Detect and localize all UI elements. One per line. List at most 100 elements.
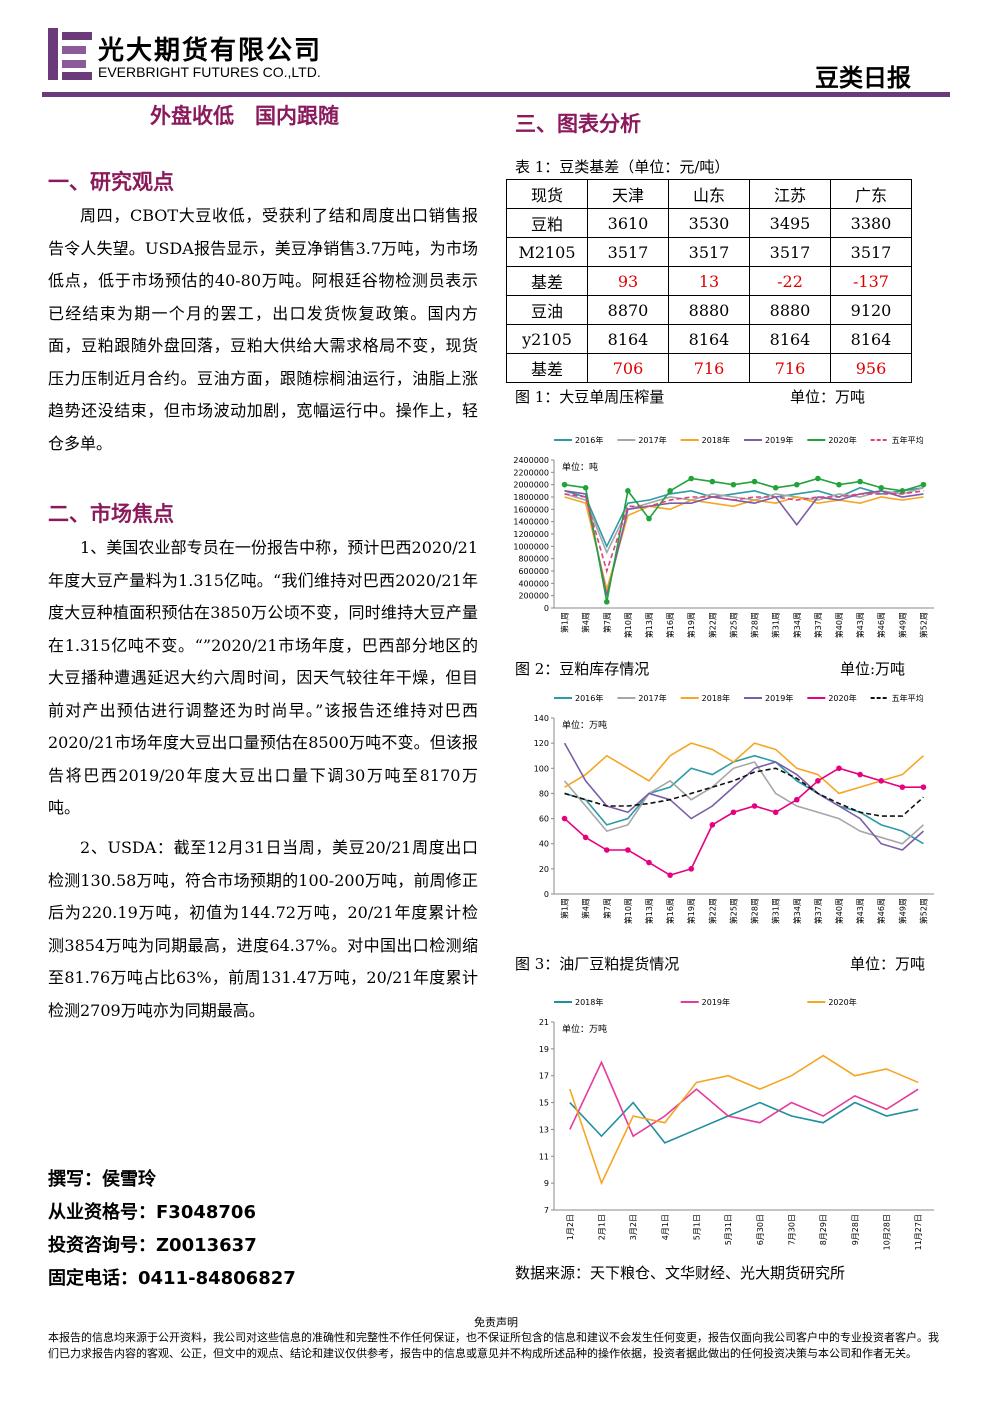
point: [878, 778, 885, 784]
series-line: [564, 496, 924, 593]
point: [878, 484, 885, 491]
company-en: EVERBRIGHT FUTURES CO.,LTD.: [98, 64, 321, 80]
point: [730, 481, 737, 488]
unit-label: 单位：万吨: [562, 719, 607, 731]
table-row: 基差 706 716 716 956: [506, 353, 912, 383]
x-tick-label: 8月29日: [819, 1214, 828, 1245]
table-header-cell: 广东: [830, 179, 912, 209]
table-header-cell: 天津: [587, 179, 669, 209]
series-line: [564, 767, 924, 817]
x-tick-label: 5月31日: [724, 1214, 733, 1245]
x-tick-label: 第49周: [897, 898, 907, 924]
table-cell: 716: [668, 353, 750, 383]
legend-label: 2019年: [702, 997, 730, 1007]
x-tick-label: 第40周: [834, 898, 844, 924]
y-tick-label: 200000: [518, 592, 549, 601]
section-title: 二、市场焦点: [48, 501, 174, 526]
point: [751, 478, 758, 485]
x-tick-label: 6月30日: [756, 1214, 765, 1245]
y-tick-label: 1800000: [513, 493, 549, 502]
x-tick-label: 1月2日: [566, 1214, 575, 1240]
figure-unit: 单位：万吨: [790, 388, 866, 406]
x-tick-label: 第19周: [686, 898, 696, 924]
table-cell: 706: [587, 353, 669, 383]
y-tick-label: 9: [544, 1179, 549, 1188]
x-tick-label: 9月28日: [851, 1214, 860, 1245]
point: [709, 822, 716, 828]
table-row: y2105 8164 8164 8164 8164: [506, 324, 912, 354]
x-tick-label: 第16周: [665, 898, 675, 924]
point: [709, 478, 716, 485]
unit-label: 单位：吨: [562, 461, 598, 473]
table-row: 豆油 8870 8880 8880 9120: [506, 295, 912, 325]
unit-label: 单位：万吨: [562, 1023, 607, 1035]
y-tick-label: 120: [534, 739, 549, 748]
author-line: 投资咨询号：Z0013637: [48, 1235, 257, 1256]
legend-label: 2017年: [638, 435, 666, 445]
table-cell: 8164: [587, 324, 669, 354]
legend-label: 五年平均: [892, 693, 924, 703]
y-tick-label: 20: [539, 865, 549, 874]
series-line: [564, 742, 924, 795]
x-tick-label: 第25周: [728, 612, 738, 638]
y-tick-label: 1400000: [513, 518, 549, 527]
y-tick-label: 60: [539, 815, 549, 824]
y-tick-label: 1600000: [513, 505, 549, 514]
y-tick-label: 100: [534, 764, 549, 773]
table-cell: 基差: [506, 353, 588, 383]
x-tick-label: 第34周: [792, 898, 802, 924]
legend-label: 2018年: [702, 435, 730, 445]
table-cell: 8880: [749, 295, 831, 325]
x-tick-label: 2月1日: [598, 1214, 607, 1240]
table-cell: -22: [749, 266, 831, 296]
figure-caption: 图 1：大豆单周压榨量: [515, 388, 665, 406]
x-tick-label: 第16周: [665, 612, 675, 638]
x-tick-label: 第37周: [813, 898, 823, 924]
point: [899, 784, 906, 790]
y-tick-label: 17: [539, 1072, 549, 1081]
author-line: 撰写：侯雪玲: [48, 1169, 156, 1190]
x-tick-label: 第40周: [834, 612, 844, 638]
legend-label: 2016年: [575, 435, 603, 445]
point: [646, 515, 652, 522]
x-tick-label: 第25周: [728, 898, 738, 924]
point: [920, 481, 927, 488]
figure-caption: 图 2：豆粕库存情况: [515, 660, 650, 678]
y-tick-label: 2400000: [513, 456, 549, 465]
table-header-cell: 山东: [668, 179, 750, 209]
paragraph: 2、USDA：截至12月31日当周，美豆20/21周度出口检测130.58万吨，…: [48, 838, 478, 1020]
table-row: M2105 3517 3517 3517 3517: [506, 237, 912, 267]
x-tick-label: 第7周: [602, 612, 612, 633]
table-cell: 豆油: [506, 295, 588, 325]
report-type: 豆类日报: [815, 63, 911, 92]
x-tick-label: 10月28日: [883, 1214, 892, 1250]
x-tick-label: 第49周: [897, 612, 907, 638]
point: [857, 478, 863, 485]
table-cell: 3495: [749, 208, 831, 238]
table-cell: 8880: [668, 295, 750, 325]
table-cell: 基差: [506, 266, 588, 296]
series-line: [563, 761, 924, 845]
table-cell: y2105: [506, 324, 588, 354]
point: [815, 778, 821, 784]
y-tick-label: 13: [539, 1125, 549, 1134]
figure-unit: 单位：万吨: [850, 955, 926, 973]
series-line: [569, 1101, 919, 1144]
table-row: 基差 93 13 -22 -137: [506, 266, 912, 296]
x-tick-label: 第46周: [876, 612, 886, 638]
series-line: [569, 1060, 919, 1138]
y-tick-label: 600000: [518, 567, 549, 576]
table-cell: 3530: [668, 208, 750, 238]
x-tick-label: 7月30日: [788, 1214, 797, 1245]
legend-label: 2020年: [828, 435, 856, 445]
point: [667, 488, 673, 494]
legend-label: 2018年: [702, 693, 730, 703]
point: [836, 481, 842, 488]
y-tick-label: 0: [544, 890, 549, 899]
x-tick-label: 第34周: [792, 612, 802, 638]
author-line: 从业资格号：F3048706: [48, 1202, 256, 1223]
x-tick-label: 第31周: [771, 612, 781, 638]
point: [688, 866, 695, 872]
legend-label: 2017年: [638, 693, 666, 703]
